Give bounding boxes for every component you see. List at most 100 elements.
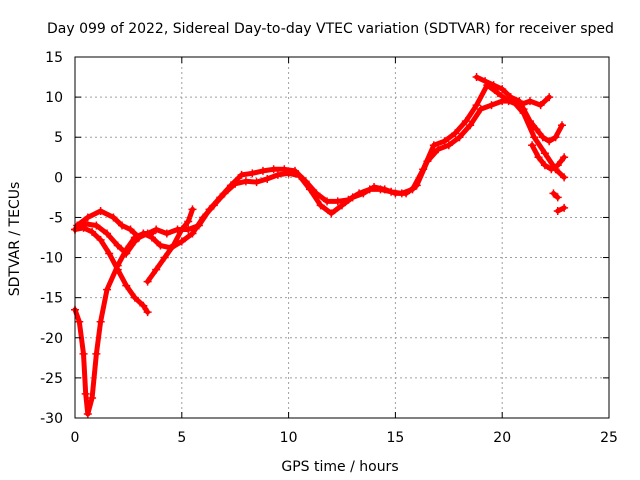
data-point-marker xyxy=(226,181,235,190)
data-point-marker xyxy=(444,141,453,150)
data-point-marker xyxy=(461,117,470,126)
data-point-marker xyxy=(152,225,161,234)
data-point-marker xyxy=(515,97,524,106)
data-point-marker xyxy=(323,197,332,206)
series-track-7 xyxy=(529,142,567,172)
data-point-marker xyxy=(156,241,165,250)
data-point-marker xyxy=(476,105,485,114)
y-tick-label: -15 xyxy=(40,291,63,307)
data-point-marker xyxy=(451,129,460,138)
data-point-marker xyxy=(397,189,406,198)
data-point-marker xyxy=(88,393,97,402)
data-point-marker xyxy=(177,237,186,246)
data-point-marker xyxy=(408,185,417,194)
data-point-marker xyxy=(130,293,139,302)
data-point-marker xyxy=(538,133,547,142)
data-point-marker xyxy=(205,205,214,214)
plot-frame xyxy=(74,56,610,419)
data-point-marker xyxy=(333,197,342,206)
data-point-marker xyxy=(122,245,131,254)
data-point-marker xyxy=(117,221,126,230)
data-point-marker xyxy=(525,97,534,106)
data-point-marker xyxy=(532,125,541,134)
data-point-marker xyxy=(487,101,496,110)
data-point-marker xyxy=(96,317,105,326)
series-track-2 xyxy=(74,82,552,240)
data-point-marker xyxy=(258,166,267,175)
data-point-marker xyxy=(344,195,353,204)
data-point-marker xyxy=(81,389,90,398)
data-point-marker xyxy=(122,281,131,290)
data-point-marker xyxy=(280,165,289,174)
data-point-marker xyxy=(184,217,193,226)
data-point-marker xyxy=(560,203,569,212)
data-point-marker xyxy=(83,213,92,222)
data-point-marker xyxy=(109,213,118,222)
y-tick-label: -5 xyxy=(49,210,63,226)
data-point-marker xyxy=(96,207,105,216)
data-point-marker xyxy=(130,233,139,242)
data-point-marker xyxy=(188,205,197,214)
data-point-marker xyxy=(419,165,428,174)
data-point-marker xyxy=(160,253,169,262)
data-point-marker xyxy=(79,223,88,232)
data-point-marker xyxy=(365,185,374,194)
data-point-marker xyxy=(466,121,475,130)
data-point-marker xyxy=(506,93,515,102)
y-tick-label: -30 xyxy=(40,411,63,427)
data-point-marker xyxy=(126,225,135,234)
data-point-marker xyxy=(263,174,272,183)
data-point-marker xyxy=(88,227,97,236)
data-point-marker xyxy=(560,153,569,162)
y-tick-label: 5 xyxy=(54,130,63,146)
data-point-marker xyxy=(103,285,112,294)
y-tick-label: -25 xyxy=(40,371,63,387)
data-point-marker xyxy=(553,193,562,202)
data-point-marker xyxy=(553,207,562,216)
data-point-marker xyxy=(237,170,246,179)
x-tick-label: 5 xyxy=(177,430,186,446)
data-point-marker xyxy=(551,133,560,142)
data-point-marker xyxy=(540,161,549,170)
data-point-marker xyxy=(252,178,261,187)
data-point-marker xyxy=(194,221,203,230)
data-point-marker xyxy=(92,221,101,230)
data-point-marker xyxy=(169,241,178,250)
data-point-marker xyxy=(96,235,105,244)
data-point-marker xyxy=(92,349,101,358)
data-point-marker xyxy=(188,229,197,238)
data-point-marker xyxy=(105,249,114,258)
data-point-marker xyxy=(327,209,336,218)
data-point-marker xyxy=(498,85,507,94)
data-point-marker xyxy=(177,225,186,234)
series-track-3 xyxy=(72,231,155,417)
x-tick-label: 15 xyxy=(386,430,404,446)
data-point-marker xyxy=(553,161,562,170)
data-point-marker xyxy=(79,349,88,358)
y-tick-label: -10 xyxy=(40,251,63,267)
data-series xyxy=(71,73,569,418)
grid-lines xyxy=(75,57,609,418)
data-point-marker xyxy=(75,317,84,326)
data-point-marker xyxy=(472,73,481,82)
data-point-marker xyxy=(113,241,122,250)
data-point-marker xyxy=(248,169,257,178)
data-point-marker xyxy=(493,89,502,98)
series-track-4 xyxy=(72,225,151,315)
data-point-marker xyxy=(301,177,310,186)
data-point-marker xyxy=(536,101,545,110)
y-tick-label: 0 xyxy=(54,170,63,186)
data-point-marker xyxy=(481,77,490,86)
data-point-marker xyxy=(472,101,481,110)
data-point-marker xyxy=(273,170,282,179)
data-point-marker xyxy=(440,137,449,146)
data-point-marker xyxy=(525,117,534,126)
data-point-marker xyxy=(355,189,364,198)
data-point-marker xyxy=(530,133,539,142)
data-point-marker xyxy=(241,177,250,186)
data-point-marker xyxy=(162,229,171,238)
x-tick-label: 0 xyxy=(71,430,80,446)
data-point-marker xyxy=(549,189,558,198)
x-tick-label: 20 xyxy=(493,430,511,446)
